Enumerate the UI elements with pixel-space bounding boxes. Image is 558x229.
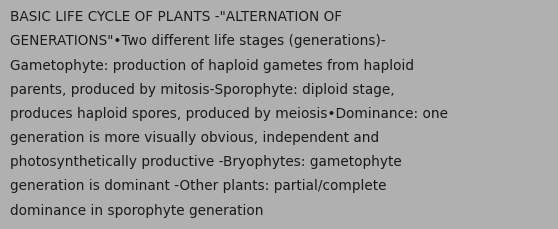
Text: Gametophyte: production of haploid gametes from haploid: Gametophyte: production of haploid gamet… [10,58,414,72]
Text: parents, produced by mitosis-Sporophyte: diploid stage,: parents, produced by mitosis-Sporophyte:… [10,82,395,96]
Text: dominance in sporophyte generation: dominance in sporophyte generation [10,203,263,217]
Text: generation is dominant -Other plants: partial/complete: generation is dominant -Other plants: pa… [10,179,387,193]
Text: produces haploid spores, produced by meiosis•Dominance: one: produces haploid spores, produced by mei… [10,106,448,120]
Text: generation is more visually obvious, independent and: generation is more visually obvious, ind… [10,131,379,144]
Text: BASIC LIFE CYCLE OF PLANTS -"ALTERNATION OF: BASIC LIFE CYCLE OF PLANTS -"ALTERNATION… [10,10,342,24]
Text: GENERATIONS"•Two different life stages (generations)-: GENERATIONS"•Two different life stages (… [10,34,386,48]
Text: photosynthetically productive -Bryophytes: gametophyte: photosynthetically productive -Bryophyte… [10,155,402,169]
